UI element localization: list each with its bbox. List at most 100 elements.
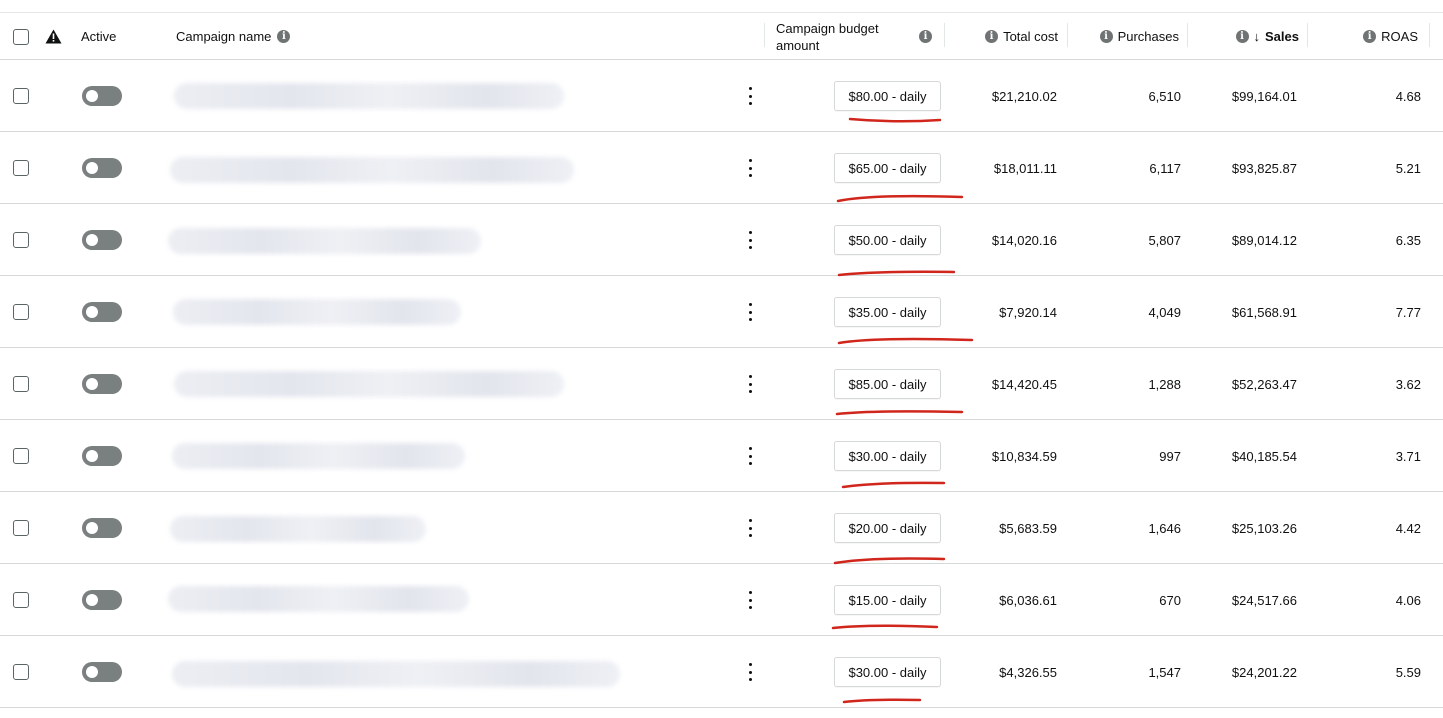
campaign-name-redacted[interactable] [173, 299, 461, 325]
red-underline-annotation [842, 698, 922, 704]
column-divider[interactable] [1067, 23, 1068, 47]
more-vertical-icon[interactable] [744, 663, 756, 681]
active-toggle[interactable] [82, 662, 122, 682]
info-icon[interactable]: i [1099, 30, 1113, 43]
campaign-name-redacted[interactable] [170, 516, 426, 542]
more-vertical-icon[interactable] [744, 159, 756, 177]
budget-button[interactable]: $15.00 - daily [834, 585, 941, 615]
campaign-name-redacted[interactable] [172, 443, 465, 469]
more-vertical-icon[interactable] [744, 375, 756, 393]
info-icon[interactable]: i [1363, 30, 1377, 43]
purchases-cell: 1,547 [1148, 665, 1181, 680]
purchases-cell: 5,807 [1148, 233, 1181, 248]
active-toggle[interactable] [82, 302, 122, 322]
active-toggle[interactable] [82, 446, 122, 466]
budget-button[interactable]: $30.00 - daily [834, 441, 941, 471]
more-vertical-icon[interactable] [744, 519, 756, 537]
purchases-cell: 997 [1159, 449, 1181, 464]
total-cost-header-label: Total cost [1003, 29, 1058, 44]
purchases-cell: 6,117 [1149, 161, 1181, 176]
table-row: $20.00 - daily $5,683.59 1,646 $25,103.2… [0, 492, 1443, 565]
table-row: $30.00 - daily $4,326.55 1,547 $24,201.2… [0, 636, 1443, 708]
column-divider[interactable] [1429, 23, 1430, 47]
more-vertical-icon[interactable] [744, 447, 756, 465]
budget-button[interactable]: $50.00 - daily [834, 225, 941, 255]
info-icon[interactable]: i [985, 30, 999, 43]
row-checkbox[interactable] [13, 232, 29, 248]
red-underline-annotation [837, 270, 956, 277]
sales-cell: $24,201.22 [1231, 665, 1297, 680]
row-checkbox[interactable] [13, 592, 29, 608]
sales-cell: $52,263.47 [1231, 377, 1297, 392]
red-underline-annotation [848, 117, 942, 123]
column-header-purchases[interactable]: i Purchases [1075, 13, 1179, 60]
active-toggle[interactable] [82, 86, 122, 106]
table-row: $85.00 - daily $14,420.45 1,288 $52,263.… [0, 348, 1443, 420]
column-divider[interactable] [1307, 23, 1308, 47]
select-all-checkbox[interactable] [13, 29, 29, 45]
red-underline-annotation [835, 410, 964, 416]
active-toggle[interactable] [82, 158, 122, 178]
column-divider[interactable] [944, 23, 945, 47]
purchases-cell: 1,288 [1148, 377, 1181, 392]
budget-header-label-line1: Campaign budget [776, 20, 879, 36]
budget-button[interactable]: $35.00 - daily [834, 297, 941, 327]
sort-down-arrow-icon[interactable]: ↓ [1253, 29, 1261, 44]
info-icon[interactable]: i [919, 30, 932, 43]
budget-button[interactable]: $65.00 - daily [834, 153, 941, 183]
sales-cell: $25,103.26 [1231, 521, 1297, 536]
column-header-campaign-name[interactable]: Campaign name i [176, 13, 291, 60]
row-checkbox[interactable] [13, 448, 29, 464]
column-divider[interactable] [764, 23, 765, 47]
budget-button[interactable]: $80.00 - daily [834, 81, 941, 111]
campaign-name-redacted[interactable] [168, 586, 469, 612]
table-row: $65.00 - daily $18,011.11 6,117 $93,825.… [0, 132, 1443, 204]
column-header-budget[interactable]: Campaign budget amount i [776, 13, 936, 60]
total-cost-cell: $5,683.59 [999, 521, 1057, 536]
total-cost-cell: $10,834.59 [991, 449, 1057, 464]
column-header-sales[interactable]: i ↓ Sales [1195, 13, 1299, 60]
row-checkbox[interactable] [13, 520, 29, 536]
column-header-active[interactable]: Active [81, 13, 116, 60]
campaign-name-redacted[interactable] [170, 157, 574, 183]
budget-button[interactable]: $30.00 - daily [834, 657, 941, 687]
column-divider[interactable] [1187, 23, 1188, 47]
more-vertical-icon[interactable] [744, 231, 756, 249]
budget-button[interactable]: $85.00 - daily [834, 369, 941, 399]
sales-header-label: Sales [1265, 29, 1299, 44]
row-checkbox[interactable] [13, 88, 29, 104]
roas-cell: 4.42 [1395, 521, 1421, 536]
column-header-total-cost[interactable]: i Total cost [950, 13, 1058, 60]
roas-cell: 3.71 [1395, 449, 1421, 464]
purchases-header-label: Purchases [1117, 29, 1179, 44]
row-checkbox[interactable] [13, 664, 29, 680]
campaign-name-redacted[interactable] [172, 661, 620, 687]
more-vertical-icon[interactable] [744, 591, 756, 609]
info-icon[interactable]: i [1235, 30, 1249, 43]
row-checkbox[interactable] [13, 304, 29, 320]
column-header-roas[interactable]: i ROAS [1330, 13, 1418, 60]
roas-cell: 4.06 [1395, 593, 1421, 608]
sales-cell: $24,517.66 [1231, 593, 1297, 608]
active-toggle[interactable] [82, 518, 122, 538]
sales-cell: $99,164.01 [1231, 89, 1297, 104]
row-checkbox[interactable] [13, 160, 29, 176]
active-toggle[interactable] [82, 590, 122, 610]
table-row: $50.00 - daily $14,020.16 5,807 $89,014.… [0, 204, 1443, 277]
info-icon[interactable]: i [277, 30, 291, 43]
row-checkbox[interactable] [13, 376, 29, 392]
campaign-name-redacted[interactable] [174, 371, 564, 397]
active-toggle[interactable] [82, 374, 122, 394]
table-row: $30.00 - daily $10,834.59 997 $40,185.54… [0, 420, 1443, 492]
total-cost-cell: $14,020.16 [991, 233, 1057, 248]
sales-cell: $93,825.87 [1231, 161, 1297, 176]
more-vertical-icon[interactable] [744, 303, 756, 321]
budget-header-label-line2: amount [776, 37, 820, 53]
campaign-name-redacted[interactable] [168, 228, 481, 254]
total-cost-cell: $14,420.45 [991, 377, 1057, 392]
more-vertical-icon[interactable] [744, 87, 756, 105]
total-cost-cell: $6,036.61 [999, 593, 1057, 608]
campaign-name-redacted[interactable] [174, 83, 564, 109]
budget-button[interactable]: $20.00 - daily [834, 513, 941, 543]
active-toggle[interactable] [82, 230, 122, 250]
